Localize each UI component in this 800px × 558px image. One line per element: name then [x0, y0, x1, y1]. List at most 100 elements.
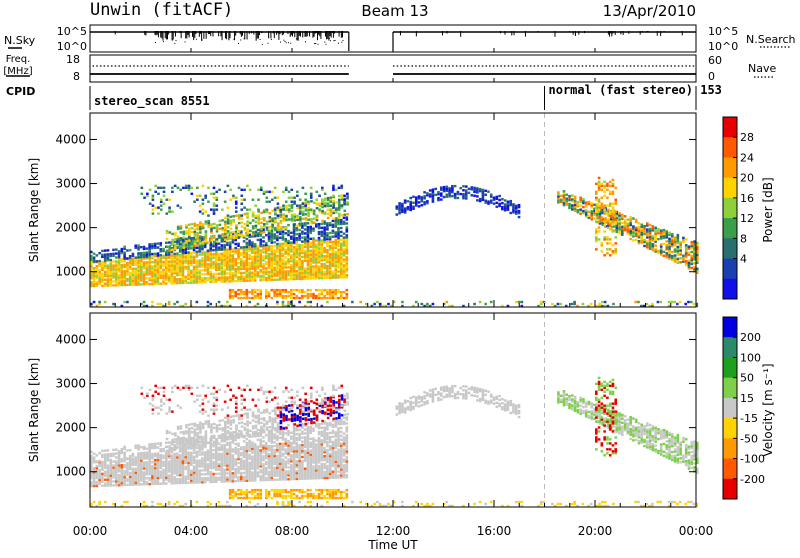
power-cell: [251, 271, 254, 273]
power-cell: [426, 200, 429, 202]
power-cell: [606, 204, 609, 206]
power-cell: [309, 238, 312, 240]
power-cell: [321, 289, 324, 291]
power-cell: [318, 223, 321, 225]
power-cell: [240, 289, 243, 291]
power-cell: [154, 191, 157, 193]
power-cell: [307, 289, 310, 291]
power-cell: [259, 289, 262, 291]
power-cell: [93, 267, 96, 269]
power-cell: [243, 199, 246, 201]
power-cell: [196, 251, 199, 253]
power-cell: [191, 237, 194, 239]
velocity-cell: [115, 460, 118, 462]
power-cell: [426, 192, 429, 194]
power-cell: [232, 235, 235, 237]
power-cell: [252, 199, 255, 201]
power-cell: [243, 260, 246, 262]
power-cell: [598, 226, 601, 228]
power-cell: [482, 189, 485, 191]
power-cell: [285, 205, 288, 207]
power-cell: [304, 291, 307, 293]
power-cell: [257, 293, 260, 295]
power-cell: [299, 216, 302, 218]
power-cell: [126, 278, 129, 280]
power-cell: [259, 238, 262, 240]
power-cell: [301, 240, 304, 242]
power-cell: [171, 239, 174, 241]
power-cell: [226, 276, 229, 278]
power-cell: [598, 181, 601, 183]
power-cell: [651, 303, 654, 305]
power-cell: [173, 276, 176, 278]
power-cell: [299, 199, 302, 201]
velocity-cell: [201, 473, 204, 475]
power-cell: [146, 251, 149, 253]
power-cell: [301, 260, 304, 262]
power-cell: [312, 237, 315, 239]
power-cell: [487, 200, 490, 202]
power-cell: [614, 199, 617, 201]
power-cell: [151, 243, 154, 245]
power-cell: [207, 201, 210, 203]
power-cell: [254, 243, 257, 245]
power-cell: [296, 233, 299, 235]
noise-search-point: [175, 40, 176, 41]
noise-right-tick-top: 10^5: [708, 25, 738, 38]
power-cell: [277, 203, 280, 205]
velocity-cell: [132, 468, 135, 470]
power-cell: [665, 230, 668, 232]
power-cell: [293, 197, 296, 199]
power-cell: [291, 204, 294, 206]
velocity-cell: [121, 464, 124, 466]
velocity-cell: [257, 471, 260, 473]
power-cell: [296, 295, 299, 297]
power-cell: [330, 208, 333, 210]
power-cell: [165, 212, 168, 214]
power-cell: [329, 253, 332, 255]
power-cell: [221, 219, 224, 221]
power-cell: [595, 191, 598, 193]
velocity-cell: [218, 463, 221, 465]
cpid-label: CPID: [6, 85, 35, 98]
frequency-panel-frame: [90, 55, 696, 82]
velocity-cell: [121, 458, 124, 460]
power-cell: [109, 253, 112, 255]
velocity-cell: [143, 471, 146, 473]
power-cell: [209, 271, 212, 273]
velocity-cell: [223, 468, 226, 470]
power-cell: [218, 273, 221, 275]
power-cell: [582, 210, 585, 212]
velocity-cell: [162, 455, 165, 457]
power-cell: [96, 260, 99, 262]
power-cell: [340, 185, 343, 187]
power-cell: [179, 189, 182, 191]
power-cell: [284, 242, 287, 244]
velocity-cell: [168, 474, 171, 476]
velocity-cell: [146, 461, 149, 463]
power-cell: [237, 293, 240, 295]
power-cell: [579, 204, 582, 206]
power-cell: [287, 291, 290, 293]
power-cell: [188, 185, 191, 187]
power-cell: [205, 220, 208, 222]
power-cell: [218, 277, 221, 279]
power-cell: [240, 208, 243, 210]
power-cell: [293, 246, 296, 248]
power-cell: [501, 202, 504, 204]
power-cell: [340, 242, 343, 244]
velocity-cell: [201, 457, 204, 459]
power-cell: [223, 244, 226, 246]
power-cell: [407, 200, 410, 202]
power-cell: [202, 208, 205, 210]
power-cell: [688, 259, 691, 261]
power-cell: [401, 203, 404, 205]
power-cell: [237, 243, 240, 245]
power-cell: [340, 231, 343, 233]
power-cell: [614, 236, 617, 238]
power-cell: [221, 244, 224, 246]
velocity-cell: [309, 450, 312, 452]
power-cell: [202, 241, 205, 243]
power-cell: [252, 214, 255, 216]
